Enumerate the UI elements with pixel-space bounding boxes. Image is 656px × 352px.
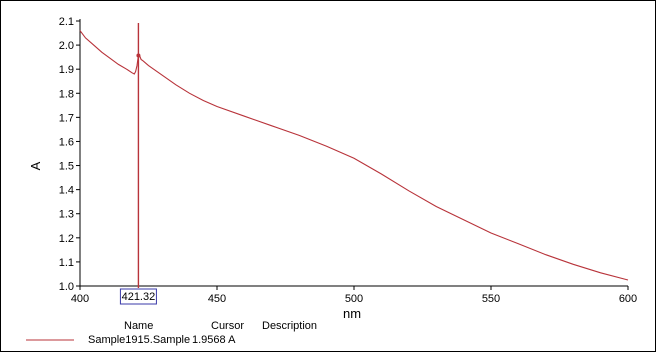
- y-tick-label: 1.9: [59, 64, 74, 76]
- cursor-marker: [136, 53, 141, 58]
- legend-series-cursor-value: 1.9568 A: [192, 334, 236, 346]
- y-tick-label: 1.8: [59, 88, 74, 100]
- x-tick-label: 500: [345, 293, 363, 305]
- y-axis-label: A: [28, 161, 43, 170]
- legend-swatch: [26, 339, 74, 341]
- legend-header-name: Name: [124, 320, 154, 332]
- axes: 1.0 1.1 1.2 1.3 1.4 1.5 1.6 1.7 1.8 1.9 2.0 2.1 400 4…: [59, 16, 637, 305]
- x-tick-label: 400: [71, 293, 89, 305]
- y-tick-label: 1.6: [59, 136, 74, 148]
- series-layer: [79, 30, 629, 281]
- y-tick-label: 1.0: [59, 281, 74, 293]
- cursor-value-box[interactable]: [119, 288, 157, 305]
- y-tick-label: 1.1: [59, 257, 74, 269]
- y-tick-label: 1.2: [59, 233, 74, 245]
- y-tick-label: 1.7: [59, 112, 74, 124]
- legend-header-description: Description: [262, 320, 318, 332]
- legend-series-name[interactable]: Sample1915.Sample: [88, 334, 191, 346]
- series-line-0: [79, 30, 629, 281]
- x-tick-label: 600: [619, 293, 637, 305]
- legend-header-cursor: Cursor: [211, 320, 245, 332]
- x-tick-label: 450: [208, 293, 226, 305]
- x-axis-label: nm: [343, 306, 361, 321]
- cursor-layer: 421.32: [119, 23, 157, 305]
- x-tick-label: 550: [482, 293, 500, 305]
- y-tick-label: 1.4: [59, 185, 74, 197]
- y-tick-label: 1.5: [59, 161, 74, 173]
- y-tick-label: 2.1: [59, 16, 74, 28]
- y-tick-label: 1.3: [59, 209, 74, 221]
- y-tick-label: 2.0: [59, 40, 74, 52]
- cursor-value-label: 421.32: [122, 291, 156, 303]
